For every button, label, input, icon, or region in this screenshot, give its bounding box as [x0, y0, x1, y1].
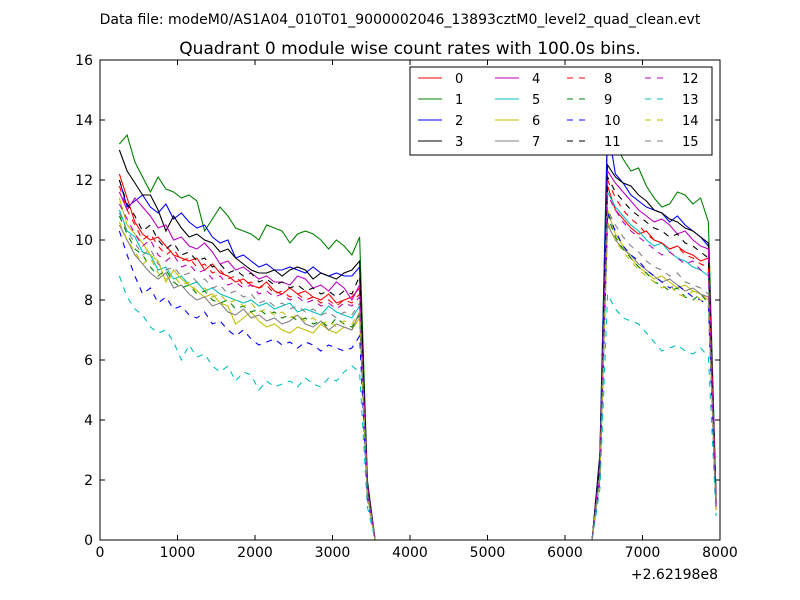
- legend-label-7: 7: [532, 135, 540, 150]
- series-line-12: [118, 192, 717, 540]
- y-tick-label: 14: [75, 113, 93, 129]
- series-line-5: [118, 189, 717, 540]
- x-tick-label: 5000: [470, 545, 506, 561]
- x-offset-label: +2.62198e8: [631, 567, 718, 583]
- legend-box: [409, 66, 713, 156]
- x-tick-label: 0: [96, 545, 105, 561]
- y-tick-label: 2: [84, 473, 93, 489]
- legend-label-12: 12: [682, 72, 699, 87]
- legend-label-10: 10: [604, 114, 621, 129]
- x-tick-label: 6000: [547, 545, 583, 561]
- x-tick-label: 4000: [392, 545, 428, 561]
- legend-label-5: 5: [532, 93, 540, 108]
- legend-label-11: 11: [604, 135, 621, 150]
- series-line-9: [118, 215, 717, 540]
- y-tick-label: 10: [75, 233, 93, 249]
- legend-label-2: 2: [455, 114, 463, 129]
- y-tick-label: 12: [75, 173, 93, 189]
- y-tick-label: 8: [84, 293, 93, 309]
- y-tick-label: 4: [84, 413, 93, 429]
- legend-label-6: 6: [532, 114, 540, 129]
- series-line-7: [118, 222, 717, 540]
- series-line-2: [118, 125, 717, 540]
- legend-label-8: 8: [604, 72, 612, 87]
- legend-label-15: 15: [682, 135, 699, 150]
- legend-label-9: 9: [604, 93, 612, 108]
- series-line-4: [118, 169, 717, 540]
- y-tick-label: 0: [84, 533, 93, 549]
- y-tick-label: 16: [75, 53, 93, 69]
- legend-label-0: 0: [455, 72, 463, 87]
- series-line-3: [118, 149, 717, 540]
- x-tick-label: 3000: [315, 545, 351, 561]
- y-tick-label: 6: [84, 353, 93, 369]
- legend-label-4: 4: [532, 72, 540, 87]
- x-tick-label: 8000: [702, 545, 738, 561]
- x-tick-label: 7000: [625, 545, 661, 561]
- axis-ticks: 0 1000 2000 3000 4000 5000 6000 7000 80000246810…: [75, 53, 738, 561]
- chart-suptitle: Data file: modeM0/AS1A04_010T01_90000020…: [100, 12, 701, 28]
- x-tick-label: 1000: [160, 545, 196, 561]
- legend-label-14: 14: [682, 114, 699, 129]
- series-line-15: [118, 207, 717, 540]
- legend-label-13: 13: [682, 93, 699, 108]
- legend-label-3: 3: [455, 135, 463, 150]
- series-line-6: [118, 197, 717, 540]
- chart-title: Quadrant 0 module wise count rates with …: [179, 39, 640, 59]
- x-tick-label: 2000: [237, 545, 273, 561]
- legend-label-1: 1: [455, 93, 463, 108]
- series-line-13: [118, 275, 717, 540]
